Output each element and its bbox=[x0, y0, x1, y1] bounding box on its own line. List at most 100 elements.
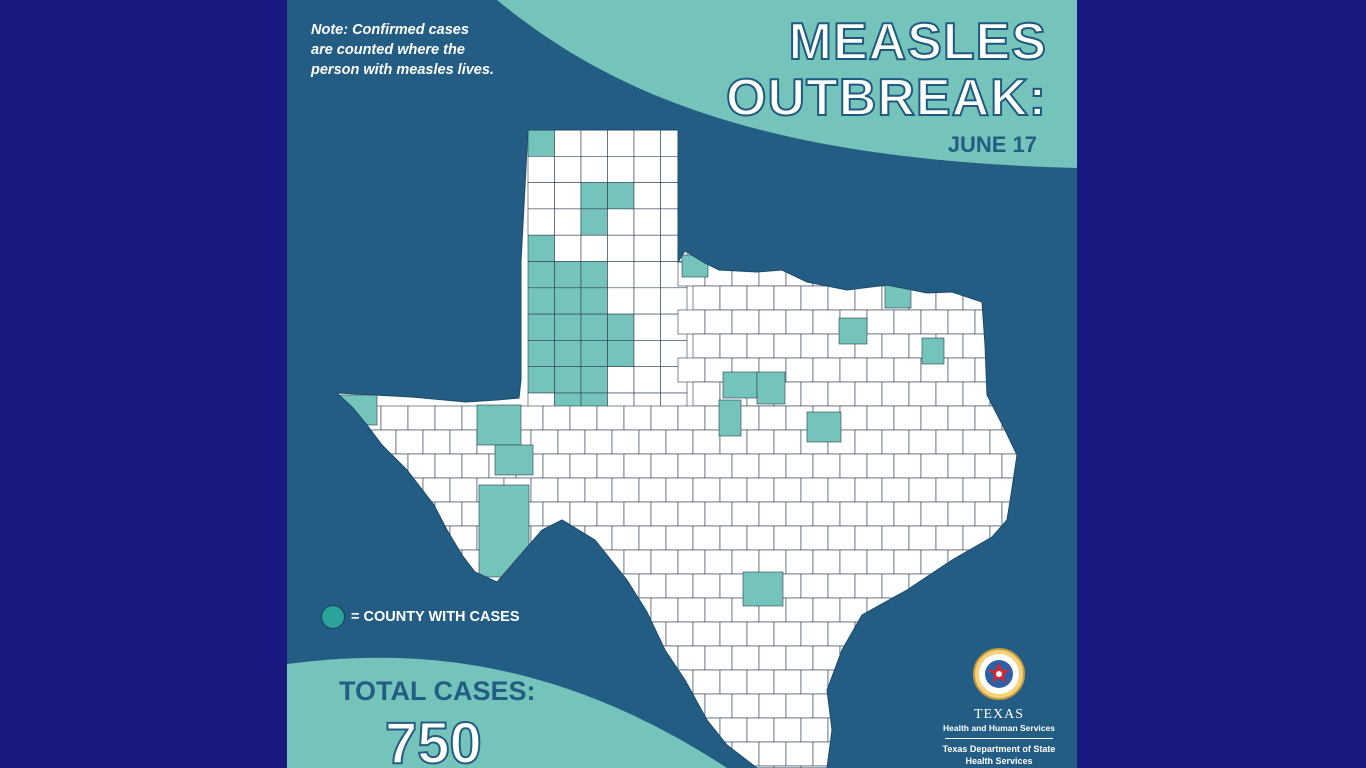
county bbox=[337, 549, 355, 575]
county bbox=[947, 501, 976, 527]
county bbox=[704, 453, 733, 479]
county bbox=[623, 501, 652, 527]
county bbox=[434, 549, 463, 575]
county bbox=[704, 549, 733, 575]
measles-poster: Note: Confirmed cases are counted where … bbox=[287, 0, 1077, 768]
county-with-cases bbox=[921, 337, 945, 365]
county bbox=[758, 741, 787, 767]
county bbox=[908, 477, 937, 503]
county bbox=[633, 182, 661, 210]
county bbox=[677, 693, 706, 719]
county bbox=[854, 429, 883, 455]
county bbox=[554, 234, 582, 262]
county bbox=[1001, 501, 1017, 527]
county-with-cases bbox=[580, 287, 608, 315]
county bbox=[434, 405, 463, 431]
county-with-cases bbox=[607, 340, 635, 367]
county bbox=[607, 208, 635, 236]
county bbox=[920, 453, 949, 479]
county bbox=[677, 645, 706, 671]
county bbox=[665, 717, 694, 743]
county bbox=[638, 573, 667, 599]
report-date: JUNE 17 bbox=[947, 132, 1037, 157]
county bbox=[569, 645, 598, 671]
county bbox=[935, 573, 964, 599]
county bbox=[542, 693, 571, 719]
county bbox=[557, 621, 586, 647]
department-name: Texas Department of State Health Service… bbox=[942, 744, 1056, 766]
county bbox=[337, 645, 355, 671]
total-cases-label: TOTAL CASES: bbox=[339, 676, 536, 706]
county bbox=[935, 525, 964, 551]
county bbox=[947, 597, 976, 623]
county bbox=[785, 645, 814, 671]
county bbox=[692, 717, 721, 743]
county bbox=[893, 405, 922, 431]
page-title: MEASLES OUTBREAK: bbox=[725, 13, 1047, 127]
county bbox=[515, 741, 544, 767]
county bbox=[746, 429, 775, 455]
county bbox=[692, 573, 721, 599]
county bbox=[607, 156, 635, 183]
county bbox=[554, 156, 582, 183]
county bbox=[854, 717, 883, 743]
county bbox=[341, 477, 370, 503]
county bbox=[812, 453, 841, 479]
county bbox=[758, 309, 787, 335]
county bbox=[800, 285, 829, 311]
county bbox=[908, 381, 937, 407]
county bbox=[542, 597, 571, 623]
county bbox=[704, 693, 733, 719]
county bbox=[638, 669, 667, 695]
county bbox=[974, 597, 1003, 623]
county bbox=[569, 453, 598, 479]
county bbox=[449, 429, 478, 455]
county bbox=[812, 549, 841, 575]
county bbox=[337, 429, 343, 455]
county bbox=[341, 525, 370, 551]
county bbox=[758, 501, 787, 527]
county bbox=[935, 429, 964, 455]
county bbox=[800, 525, 829, 551]
county bbox=[407, 501, 436, 527]
county bbox=[812, 741, 841, 767]
county bbox=[839, 501, 868, 527]
agency-name: TEXAS bbox=[973, 707, 1025, 722]
county bbox=[449, 573, 478, 599]
county bbox=[746, 765, 775, 768]
county bbox=[557, 717, 586, 743]
county bbox=[557, 429, 586, 455]
county-with-cases bbox=[580, 340, 608, 367]
county bbox=[660, 130, 688, 157]
county bbox=[866, 453, 895, 479]
county bbox=[633, 261, 661, 289]
county bbox=[660, 208, 688, 236]
county bbox=[773, 765, 802, 768]
county bbox=[569, 405, 598, 431]
county bbox=[395, 525, 424, 551]
county bbox=[746, 285, 775, 311]
county bbox=[449, 525, 478, 551]
county bbox=[596, 741, 625, 767]
county bbox=[650, 741, 679, 767]
county bbox=[650, 693, 679, 719]
county bbox=[920, 501, 949, 527]
county bbox=[353, 645, 382, 671]
county-with-cases bbox=[554, 261, 582, 289]
county bbox=[633, 208, 661, 236]
county bbox=[584, 573, 613, 599]
county bbox=[580, 130, 608, 157]
county bbox=[854, 573, 883, 599]
county bbox=[935, 285, 964, 311]
county bbox=[530, 477, 559, 503]
county bbox=[665, 429, 694, 455]
county-with-cases bbox=[527, 340, 555, 367]
county bbox=[692, 669, 721, 695]
county-with-cases bbox=[718, 399, 742, 437]
county bbox=[866, 645, 895, 671]
county bbox=[866, 405, 895, 431]
county bbox=[989, 381, 1017, 407]
county bbox=[839, 261, 868, 287]
county bbox=[542, 645, 571, 671]
county bbox=[353, 501, 382, 527]
